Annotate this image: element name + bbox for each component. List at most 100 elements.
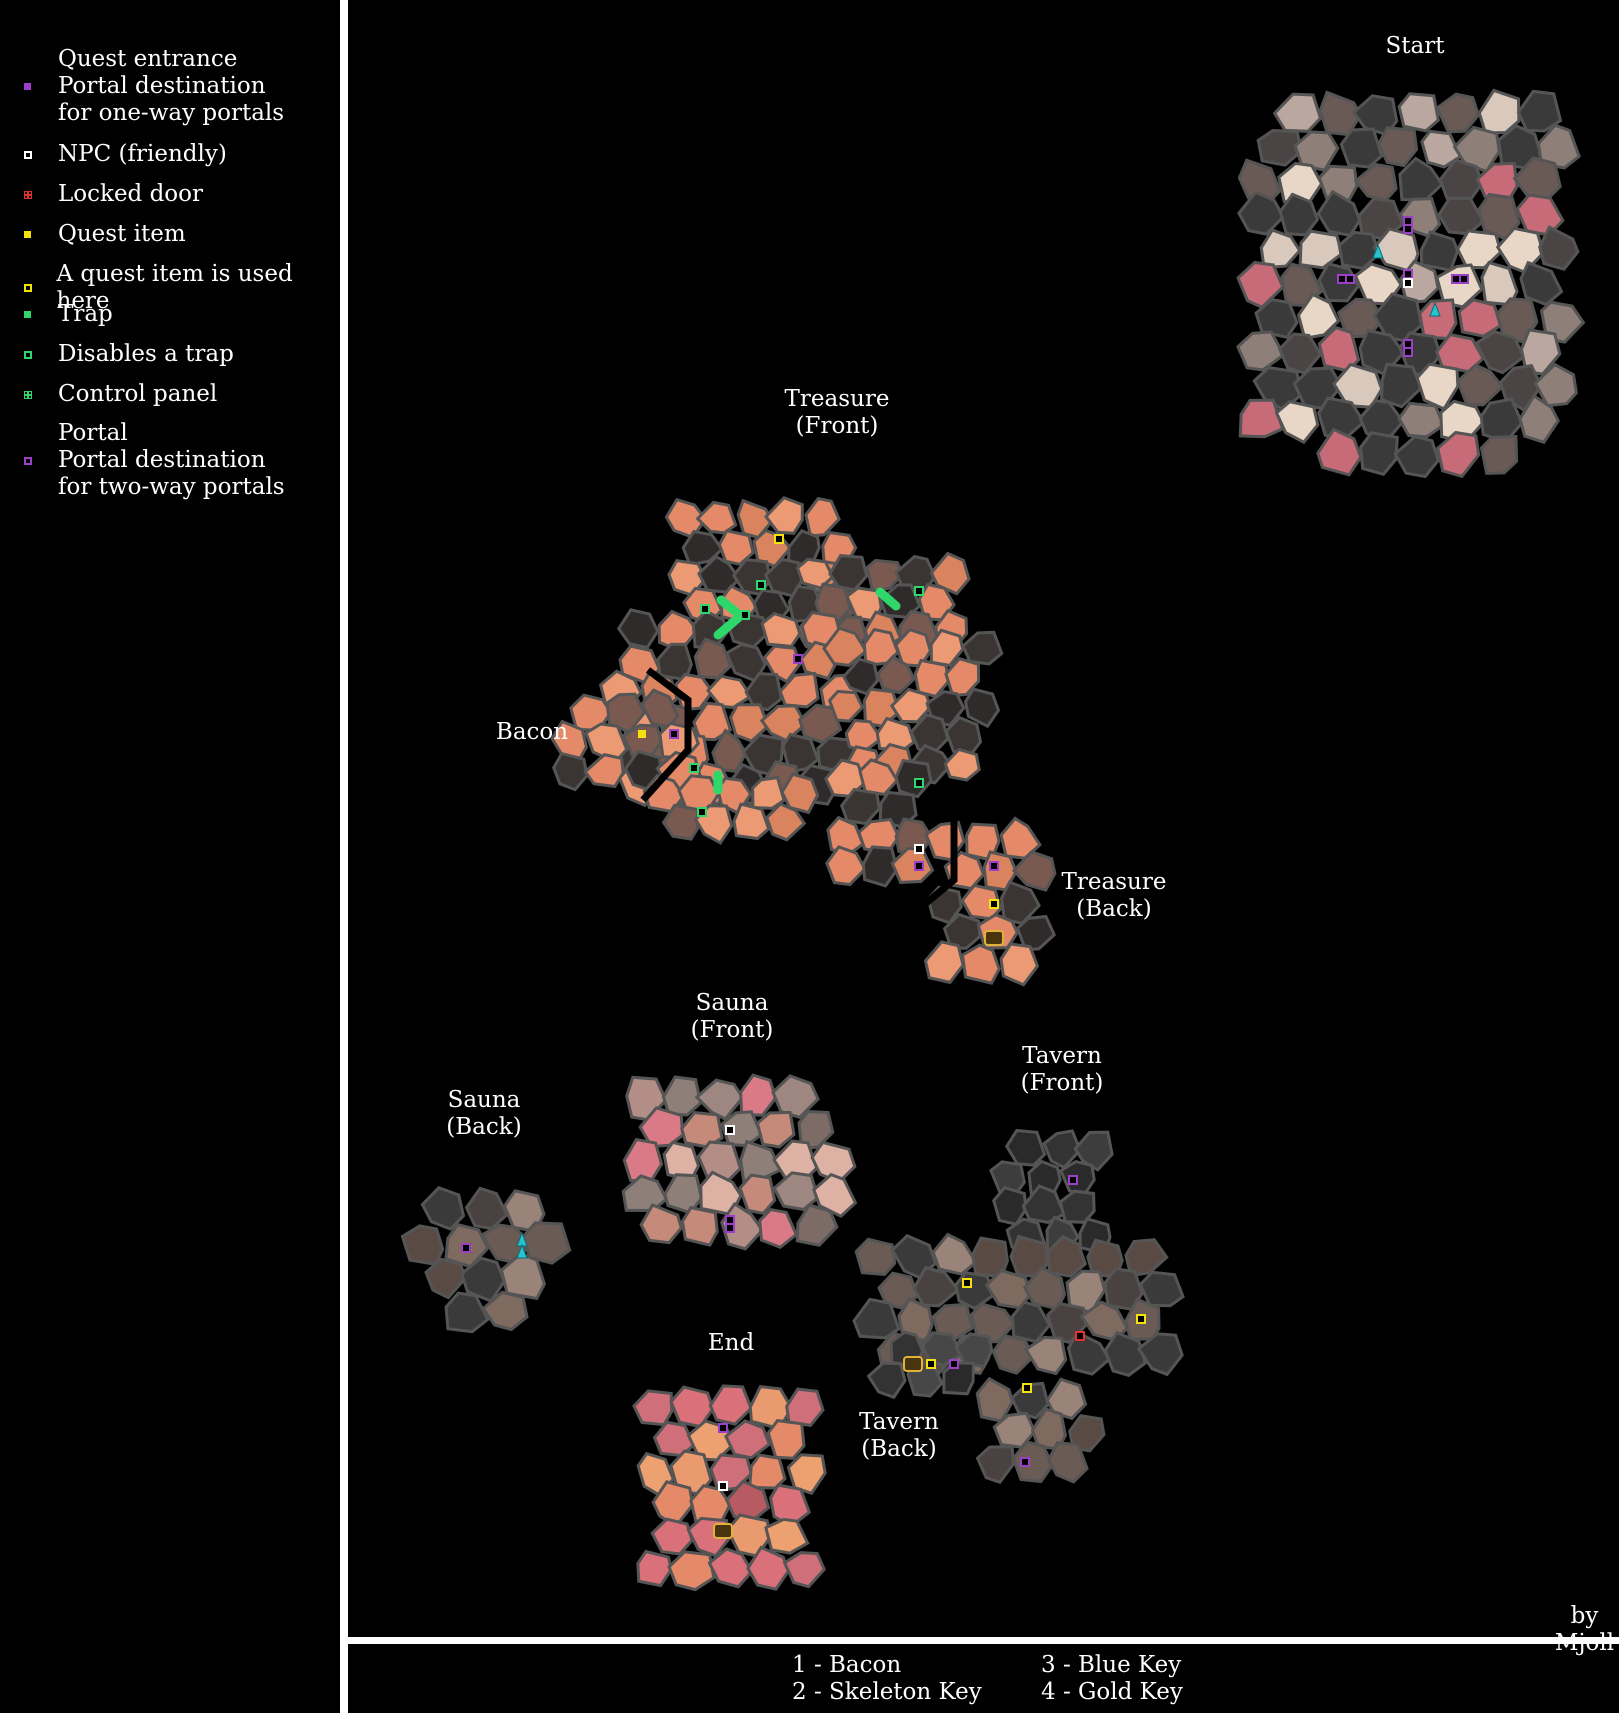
- disable-trap-marker: [914, 586, 924, 596]
- portal-marker: [1403, 347, 1413, 357]
- map-cell: [680, 1205, 719, 1247]
- map-cell: [1015, 914, 1057, 952]
- legend-label: Control panel: [58, 381, 218, 407]
- area-label-tavern-front: Tavern (Front): [1020, 1043, 1104, 1096]
- map-cell: [1380, 362, 1423, 409]
- map-cell: [778, 671, 820, 709]
- quest-use-marker: [989, 899, 999, 909]
- map-cell: [1474, 330, 1526, 375]
- npc-icon: [24, 150, 32, 159]
- map-cell: [954, 1332, 994, 1369]
- portal-marker: [1403, 224, 1413, 234]
- map-cell: [931, 1232, 978, 1276]
- map-cell: [1045, 1377, 1088, 1421]
- map-cell: [464, 1186, 509, 1231]
- map-cell: [1397, 401, 1446, 439]
- map-cell: [764, 1517, 810, 1555]
- map-cell: [876, 654, 916, 695]
- teleporter-icon: [1429, 301, 1441, 317]
- map-cell: [1274, 400, 1320, 445]
- credit: by Mjoll: [1554, 1603, 1615, 1656]
- map-cell: [1479, 434, 1519, 475]
- bacon-wall: [640, 667, 692, 803]
- quest-use-marker: [1022, 1383, 1032, 1393]
- map-cell: [822, 626, 869, 667]
- legend-disables-trap: Disables a trap: [20, 341, 234, 368]
- portal-marker: [949, 1359, 959, 1369]
- legend-label: Trap: [58, 301, 113, 327]
- map-cell: [663, 1173, 704, 1215]
- chest-icon: [903, 1356, 923, 1372]
- map-cell: [1046, 1234, 1088, 1278]
- chest-icon: [713, 1523, 733, 1539]
- map-cell: [944, 656, 981, 698]
- map-cell: [943, 747, 981, 782]
- quest-item-marker: [638, 730, 646, 738]
- map-cell: [969, 1302, 1017, 1345]
- map-cell: [1023, 1335, 1068, 1376]
- map-cell: [755, 1110, 796, 1149]
- map-cell: [1538, 225, 1580, 271]
- map-region-sauna-front: [621, 1073, 858, 1251]
- portal-marker: [1403, 269, 1413, 279]
- map-cell: [639, 1203, 683, 1245]
- map-cell: [1068, 1414, 1106, 1453]
- map-cell: [661, 1075, 703, 1117]
- map-cell: [929, 628, 965, 668]
- map-cell: [861, 845, 899, 888]
- map-cell: [758, 1207, 799, 1250]
- legend-label: Portal Portal destination for two-way po…: [58, 420, 285, 500]
- portal-marker: [793, 654, 803, 664]
- locked-door-icon: [24, 190, 32, 199]
- area-label-bacon: Bacon: [495, 719, 569, 745]
- legend-portal: Portal Portal destination for two-way po…: [20, 420, 285, 501]
- map-cell: [1455, 363, 1505, 407]
- portal-marker: [1020, 1457, 1030, 1467]
- map-cell: [1011, 1440, 1055, 1484]
- control-panel-icon: [24, 390, 32, 399]
- map-cell: [1316, 427, 1363, 477]
- map-cell: [1298, 229, 1344, 270]
- map-cell: [1066, 1330, 1112, 1376]
- map-cell: [481, 1290, 529, 1332]
- quest-use-marker: [1136, 1314, 1146, 1324]
- map-cell: [961, 630, 1004, 666]
- control-panel-marker: [756, 580, 766, 590]
- map-region-sauna-back: [400, 1186, 572, 1334]
- map-cell: [1138, 1270, 1185, 1308]
- map-region-treasure-front-east: [822, 626, 1004, 785]
- map-cell: [1533, 362, 1578, 408]
- map-cell: [772, 1171, 820, 1212]
- quest-item-used-icon: [24, 284, 32, 292]
- map-cell: [1011, 850, 1057, 892]
- map-cell: [923, 940, 965, 985]
- quest-use-marker: [926, 1359, 936, 1369]
- treasure-back-wall: [905, 805, 958, 921]
- map-cell: [852, 1297, 901, 1340]
- legend-label: Disables a trap: [58, 341, 234, 367]
- teleporter-icon: [516, 1243, 528, 1259]
- legend-label: Quest entrance Portal destination for on…: [58, 46, 285, 126]
- legend-control-panel: Control panel: [20, 381, 217, 408]
- map-region-tavern-front-top: [989, 1128, 1114, 1256]
- map-cell: [552, 751, 589, 792]
- key-item: 4 - Gold Key: [1041, 1679, 1183, 1705]
- legend-quest-entrance: Quest entrance Portal destination for on…: [20, 46, 284, 127]
- npc-marker: [914, 844, 924, 854]
- map-cell: [1136, 1332, 1184, 1377]
- map-cell: [724, 1419, 772, 1460]
- map-cell: [1457, 298, 1504, 338]
- map-cell: [681, 529, 724, 567]
- portal-marker: [1068, 1175, 1078, 1185]
- map-cell: [1516, 89, 1563, 133]
- portal-marker: [1403, 216, 1413, 226]
- map-cell: [804, 496, 841, 538]
- map-cell: [929, 551, 971, 596]
- map-cell: [1277, 332, 1323, 375]
- map-cell: [636, 1549, 674, 1588]
- map-cell: [1272, 92, 1323, 133]
- trap-marker: [875, 587, 901, 611]
- map-cell: [708, 1384, 753, 1426]
- map-cell: [785, 1387, 825, 1428]
- portal-marker: [718, 1423, 728, 1433]
